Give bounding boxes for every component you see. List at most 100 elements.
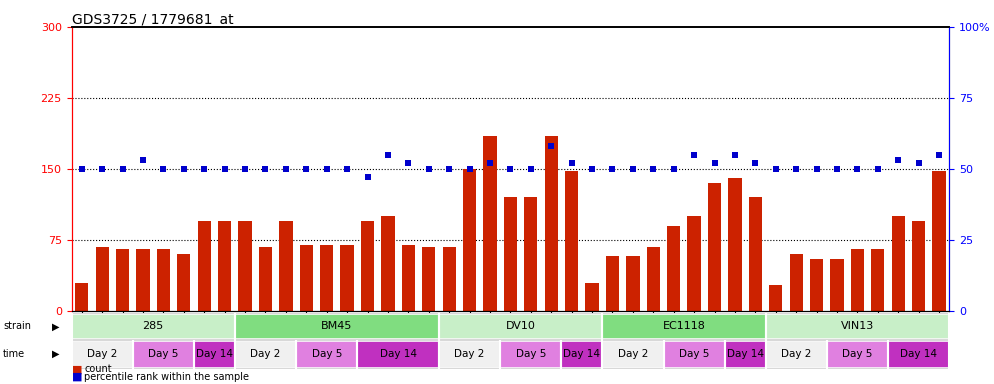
Text: Day 2: Day 2 (250, 349, 280, 359)
Text: Day 5: Day 5 (148, 349, 179, 359)
Bar (892, 216, 905, 311)
Point (176, 166, 192, 172)
Point (114, 166, 130, 172)
Point (360, 174, 376, 180)
FancyBboxPatch shape (664, 341, 725, 367)
Point (645, 166, 661, 172)
Bar (463, 169, 476, 311)
Point (503, 166, 519, 172)
Point (420, 166, 436, 172)
Text: Day 2: Day 2 (87, 349, 117, 359)
Bar (810, 259, 823, 311)
Text: strain: strain (3, 321, 31, 331)
Text: Day 2: Day 2 (617, 349, 648, 359)
Point (238, 166, 253, 172)
Point (829, 166, 845, 172)
Bar (136, 250, 150, 311)
Text: VIN13: VIN13 (841, 321, 874, 331)
Bar (748, 197, 762, 311)
Bar (769, 285, 782, 311)
Point (544, 143, 560, 149)
Text: Day 2: Day 2 (781, 349, 811, 359)
Text: Day 5: Day 5 (311, 349, 342, 359)
Point (809, 166, 825, 172)
Bar (279, 221, 292, 311)
Bar (116, 250, 129, 311)
Text: DV10: DV10 (506, 321, 536, 331)
Text: ▶: ▶ (52, 349, 60, 359)
FancyBboxPatch shape (562, 341, 602, 367)
FancyBboxPatch shape (765, 314, 949, 339)
Point (523, 166, 539, 172)
Text: 285: 285 (142, 321, 164, 331)
Text: Day 14: Day 14 (901, 349, 937, 359)
Point (850, 166, 866, 172)
Bar (524, 197, 538, 311)
Text: percentile rank within the sample: percentile rank within the sample (84, 372, 249, 382)
Text: ■: ■ (72, 364, 83, 374)
Point (441, 166, 457, 172)
FancyBboxPatch shape (133, 341, 194, 367)
Bar (626, 256, 639, 311)
Bar (198, 221, 211, 311)
Text: GDS3725 / 1779681_at: GDS3725 / 1779681_at (72, 13, 234, 27)
Point (94, 166, 110, 172)
Bar (912, 221, 925, 311)
FancyBboxPatch shape (439, 341, 500, 367)
Bar (239, 221, 251, 311)
Bar (606, 256, 619, 311)
FancyBboxPatch shape (439, 314, 602, 339)
Point (257, 166, 273, 172)
Point (625, 166, 641, 172)
Point (339, 166, 355, 172)
Bar (258, 247, 272, 311)
FancyBboxPatch shape (602, 314, 765, 339)
Bar (361, 221, 374, 311)
Text: Day 14: Day 14 (196, 349, 233, 359)
Point (135, 157, 151, 164)
FancyBboxPatch shape (235, 314, 439, 339)
Point (931, 152, 947, 158)
Point (217, 166, 233, 172)
Bar (545, 136, 558, 311)
Bar (422, 247, 435, 311)
Point (767, 166, 783, 172)
Point (891, 157, 907, 164)
FancyBboxPatch shape (194, 341, 235, 367)
FancyBboxPatch shape (765, 341, 827, 367)
FancyBboxPatch shape (888, 341, 949, 367)
Text: BM45: BM45 (321, 321, 353, 331)
Text: Day 14: Day 14 (564, 349, 600, 359)
Bar (647, 247, 660, 311)
Text: time: time (3, 349, 25, 359)
Bar (789, 254, 803, 311)
Point (707, 160, 723, 166)
Bar (708, 183, 722, 311)
Bar (157, 250, 170, 311)
Bar (830, 259, 844, 311)
Point (319, 166, 335, 172)
Bar (688, 216, 701, 311)
Bar (585, 283, 598, 311)
Bar (299, 245, 313, 311)
Point (727, 152, 743, 158)
Point (666, 166, 682, 172)
FancyBboxPatch shape (725, 341, 765, 367)
Bar (76, 283, 88, 311)
Bar (341, 245, 354, 311)
Text: Day 14: Day 14 (727, 349, 763, 359)
Bar (320, 245, 333, 311)
Point (747, 160, 763, 166)
Bar (667, 226, 680, 311)
Bar (95, 247, 108, 311)
Bar (565, 171, 579, 311)
Bar (729, 179, 742, 311)
Bar (504, 197, 517, 311)
Text: Day 2: Day 2 (454, 349, 485, 359)
Bar (851, 250, 864, 311)
FancyBboxPatch shape (72, 314, 235, 339)
Text: Day 5: Day 5 (516, 349, 546, 359)
Point (461, 166, 477, 172)
Point (482, 160, 498, 166)
Text: ■: ■ (72, 372, 83, 382)
